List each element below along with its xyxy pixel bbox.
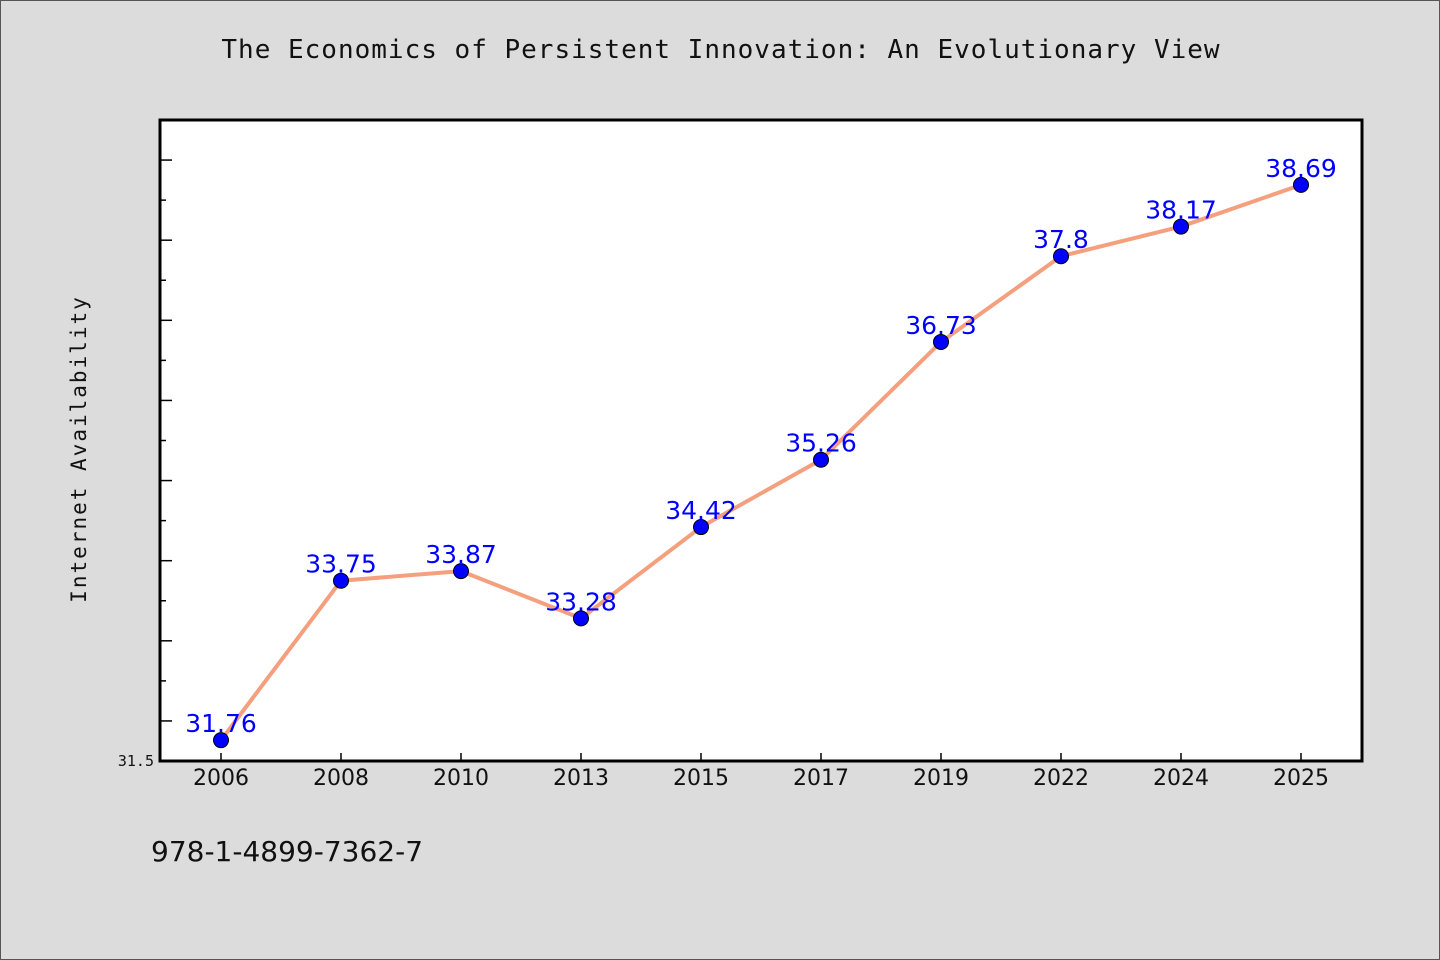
x-tick-label: 2015 bbox=[673, 766, 729, 791]
x-tick-label: 2024 bbox=[1153, 766, 1209, 791]
chart-title: The Economics of Persistent Innovation: … bbox=[221, 35, 1221, 65]
data-label: 31.76 bbox=[185, 709, 257, 738]
x-tick-label: 2006 bbox=[193, 766, 249, 791]
y-tick-label: 31.5 bbox=[118, 752, 154, 770]
series-line bbox=[219, 182, 1303, 743]
x-tick-label: 2022 bbox=[1033, 766, 1089, 791]
data-label: 38.69 bbox=[1265, 154, 1337, 183]
plot-area bbox=[158, 118, 1364, 763]
data-point bbox=[1173, 218, 1189, 235]
data-label: 38.17 bbox=[1145, 196, 1217, 225]
x-tick-label: 2025 bbox=[1273, 766, 1329, 791]
data-point bbox=[573, 610, 589, 627]
data-label: 33.75 bbox=[305, 550, 377, 579]
x-tick-label: 2008 bbox=[313, 766, 369, 791]
data-label: 33.28 bbox=[545, 587, 617, 616]
data-label: 33.87 bbox=[425, 540, 497, 569]
x-tick-label: 2017 bbox=[793, 766, 849, 791]
data-point bbox=[1293, 176, 1309, 193]
data-label: 35.26 bbox=[785, 429, 857, 458]
data-point bbox=[1053, 248, 1069, 265]
x-axis-ticks: 2006 2008 2010 2013 2015 2017 2019 2022 2024 2025 bbox=[193, 753, 1329, 791]
data-point bbox=[213, 732, 229, 749]
data-point bbox=[933, 333, 949, 350]
data-label: 37.8 bbox=[1033, 225, 1089, 254]
x-tick-label: 2019 bbox=[913, 766, 969, 791]
data-point bbox=[453, 563, 469, 580]
isbn-text: 978-1-4899-7362-7 bbox=[151, 835, 424, 868]
x-tick-label: 2013 bbox=[553, 766, 609, 791]
x-tick-label: 2010 bbox=[433, 766, 489, 791]
data-point bbox=[333, 572, 349, 589]
series-group: 31.76 33.75 33.87 33.28 34.42 35.26 36.73 37.8 3… bbox=[185, 154, 1337, 749]
data-label: 36.73 bbox=[905, 311, 977, 340]
data-point bbox=[813, 451, 829, 468]
data-label: 34.42 bbox=[665, 496, 737, 525]
y-axis-ticks: 31.5 bbox=[118, 119, 172, 770]
data-point bbox=[693, 519, 709, 536]
